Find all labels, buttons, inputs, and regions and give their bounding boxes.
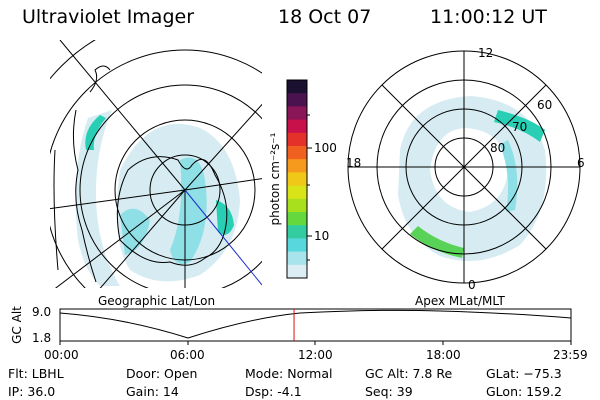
spacecraft-meridian	[184, 189, 262, 286]
aurora-oval-left	[116, 123, 240, 282]
aurora-arc-left	[85, 115, 106, 150]
colorbar-units-label: photon cm⁻²s⁻¹	[268, 132, 282, 226]
altitude-ytick-bottom: 1.8	[32, 331, 52, 345]
info-dsp: Dsp: -4.1	[245, 384, 302, 399]
right-projection-label: Apex MLat/MLT	[415, 294, 505, 308]
aurora-core-left	[170, 157, 207, 265]
altitude-xtick-0600: 06:00	[170, 348, 205, 362]
colorbar-segment	[287, 132, 307, 147]
time-label: 11:00:12 UT	[430, 6, 547, 28]
colorbar-tick-100: 100	[314, 141, 337, 155]
colorbar-segment	[287, 80, 307, 94]
info-seq: Seq: 39	[365, 384, 413, 399]
colorbar-segment	[287, 225, 307, 239]
mlt-label-12: 12	[478, 46, 494, 60]
altitude-xtick-1200: 12:00	[298, 348, 333, 362]
colorbar-segment	[287, 106, 307, 121]
colorbar-segment	[287, 238, 307, 253]
colorbar-tick-10: 10	[314, 229, 330, 243]
info-glat: GLat: −75.3	[486, 366, 562, 381]
colorbar-segment	[287, 198, 307, 213]
left-map-content	[50, 40, 262, 288]
info-ip: IP: 36.0	[8, 384, 56, 399]
colorbar-segment	[287, 185, 307, 200]
colorbar-stack	[287, 80, 307, 279]
left-projection-label: Geographic Lat/Lon	[98, 294, 216, 308]
colorbar-segment	[287, 159, 307, 173]
colorbar-segment	[287, 93, 307, 107]
altitude-curve	[59, 309, 572, 339]
info-flt: Flt: LBHL	[8, 366, 64, 381]
colorbar-segment	[287, 146, 307, 160]
colorbar-segment	[287, 264, 307, 279]
mlt-label-18: 18	[346, 156, 362, 170]
altitude-ylabel: GC Alt	[10, 306, 24, 344]
mlat-label-60: 60	[537, 98, 553, 112]
aurora-band-left	[75, 110, 120, 286]
date-label: 18 Oct 07	[278, 6, 372, 28]
colorbar-segment	[287, 212, 307, 226]
aurora-arc-dusk	[410, 226, 464, 258]
mlat-label-70: 70	[512, 120, 528, 134]
altitude-ytick-top: 9.0	[32, 305, 52, 319]
info-door: Door: Open	[126, 366, 198, 381]
colorbar-segment	[287, 172, 307, 187]
altitude-xtick-1800: 18:00	[426, 348, 461, 362]
instrument-title: Ultraviolet Imager	[22, 6, 195, 28]
header: Ultraviolet Imager 18 Oct 07 11:00:12 UT	[0, 6, 600, 30]
mlt-label-6: 6	[577, 156, 585, 170]
altitude-xtick-2359: 23:59	[553, 348, 588, 362]
info-glon: GLon: 159.2	[486, 384, 562, 399]
colorbar-segment	[287, 251, 307, 266]
info-gain: Gain: 14	[126, 384, 179, 399]
mlt-label-0: 0	[468, 278, 476, 292]
info-mode: Mode: Normal	[245, 366, 333, 381]
info-gc-alt: GC Alt: 7.8 Re	[365, 366, 453, 381]
aurora-patch-left	[216, 200, 234, 235]
mlat-label-80: 80	[490, 141, 506, 155]
altitude-xtick-0000: 00:00	[44, 348, 79, 362]
aurora-strip-left	[120, 208, 150, 255]
colorbar-segment	[287, 119, 307, 134]
